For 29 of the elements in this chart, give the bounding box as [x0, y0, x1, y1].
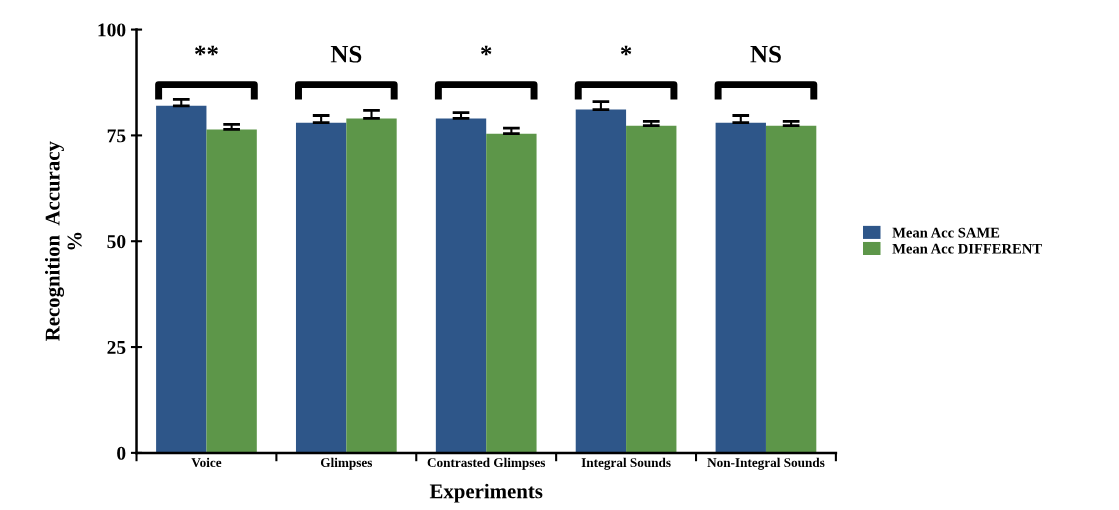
annotation: NS [330, 45, 362, 63]
x-tick-label: Integral Sounds [581, 457, 671, 470]
bar [156, 105, 207, 453]
y-tick-label: 0 [117, 446, 126, 460]
y-tick-label: 25 [107, 340, 126, 354]
annotation: * [620, 45, 632, 56]
legend-label: Mean Acc DIFFERENT [892, 243, 1042, 254]
y-tick-label: 50 [107, 235, 126, 249]
x-axis-title: Experiments [429, 483, 543, 503]
bar [486, 133, 537, 453]
bar [295, 122, 347, 453]
x-tick-label: Voice [191, 457, 222, 468]
annotation: NS [750, 45, 781, 63]
bar [435, 118, 487, 453]
x-tick-label: Glimpses [320, 457, 373, 470]
bar [626, 125, 677, 453]
legend-label: Mean Acc SAME [892, 227, 1000, 238]
annotation: ** [194, 45, 218, 56]
x-tick-label: Contrasted Glimpses [427, 457, 546, 470]
y-tick-label: 75 [107, 129, 126, 143]
bar [715, 122, 766, 453]
bar [206, 129, 257, 453]
bar [765, 125, 817, 453]
y-axis-title: Recognition Accuracy % [44, 141, 82, 341]
annotation: * [480, 45, 492, 56]
bar [346, 118, 397, 453]
y-tick-label: 100 [98, 23, 126, 37]
bar [575, 109, 627, 453]
x-tick-label: Non-Integral Sounds [707, 457, 825, 470]
